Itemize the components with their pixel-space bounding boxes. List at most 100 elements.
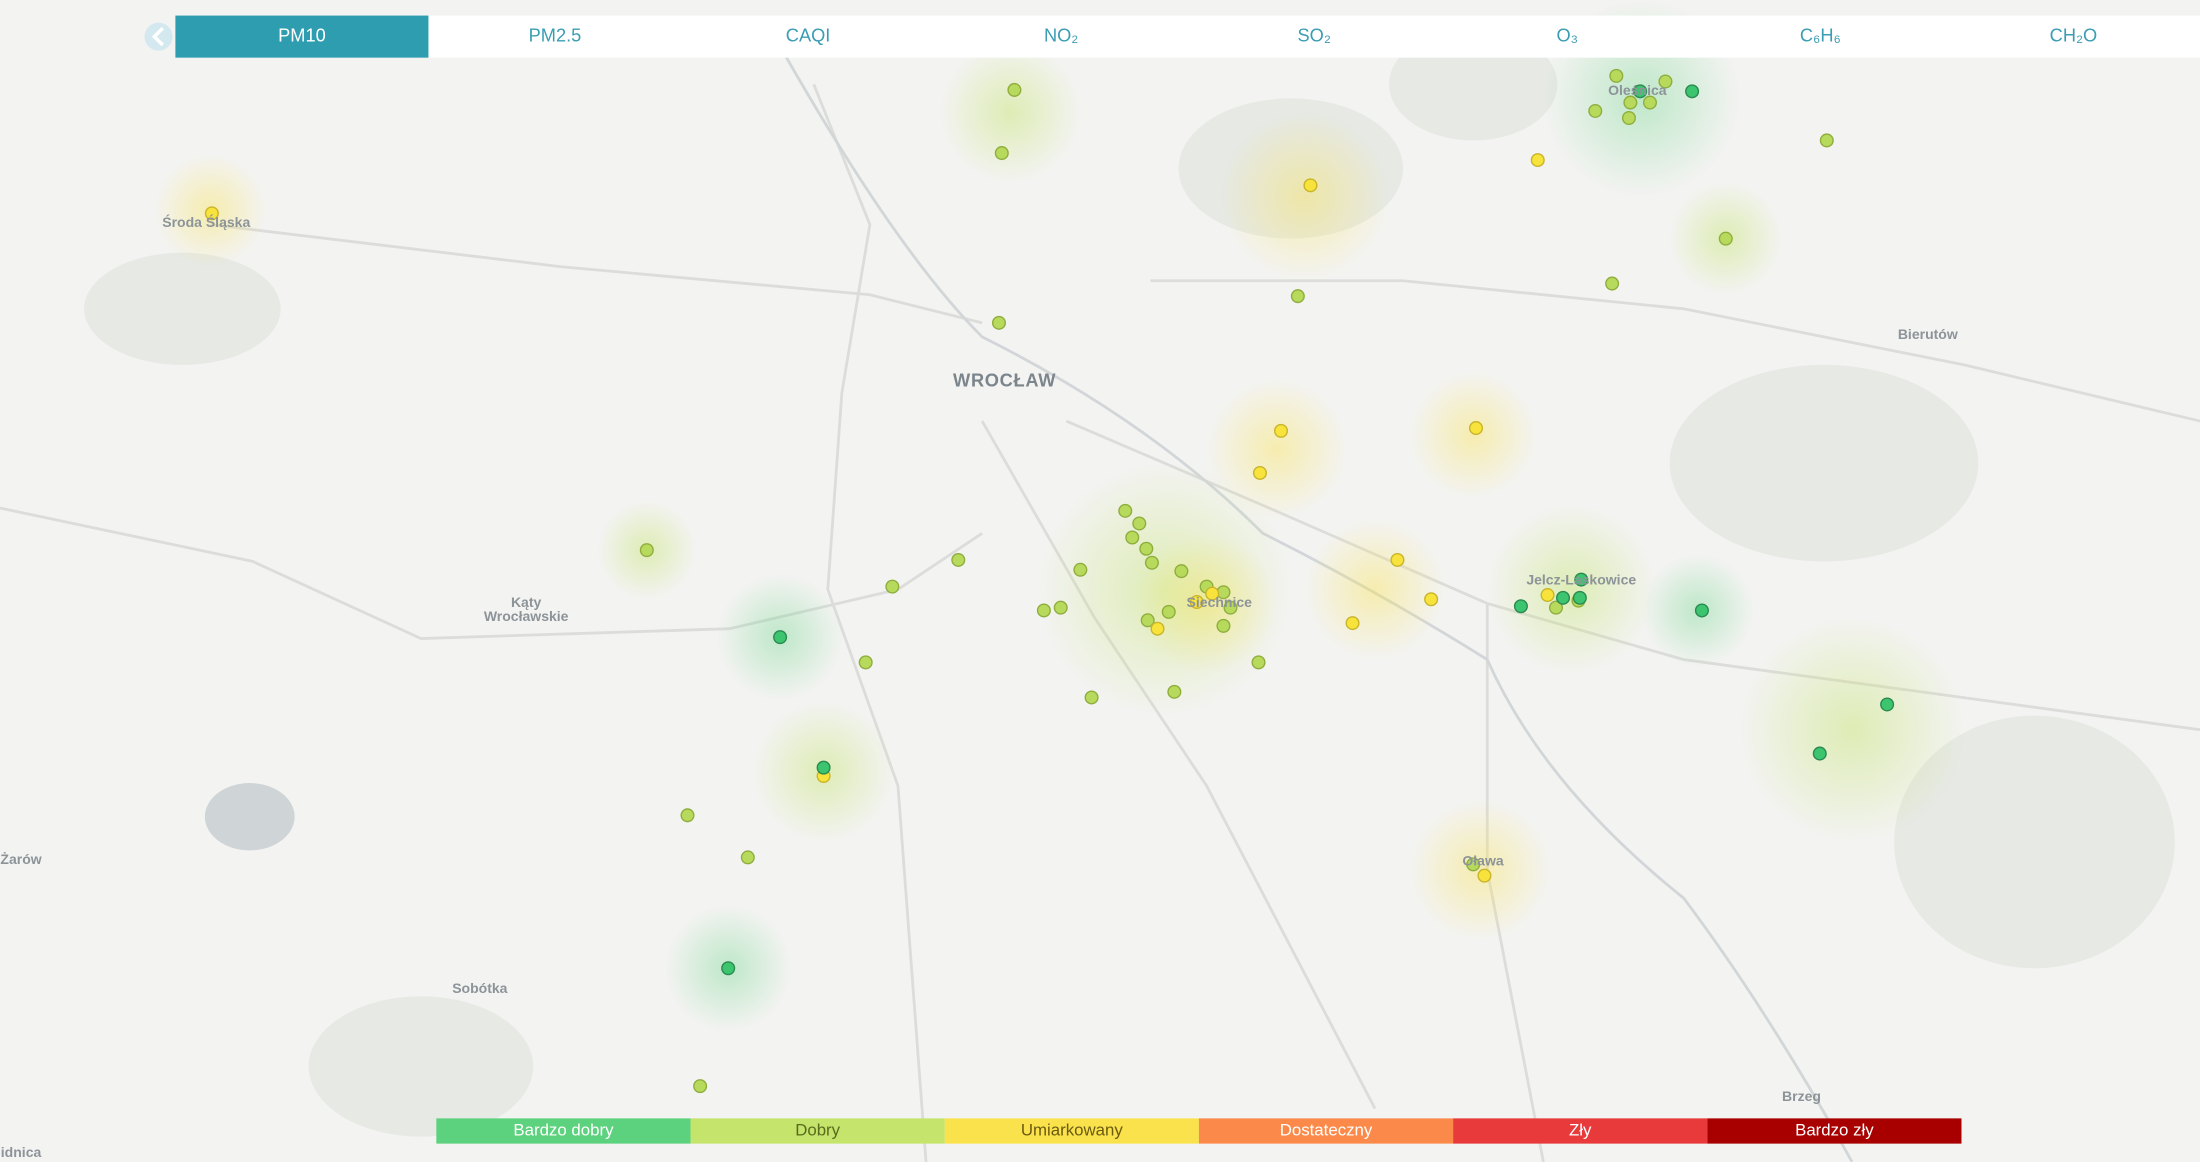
station-marker[interactable] [1189, 595, 1204, 610]
place-label: Kąty [511, 594, 542, 610]
legend-label: Umiarkowany [1021, 1120, 1124, 1139]
station-marker[interactable] [773, 630, 788, 645]
station-marker[interactable] [1036, 603, 1051, 618]
station-marker[interactable] [1073, 562, 1088, 577]
station-marker[interactable] [1623, 95, 1638, 110]
place-label: Wrocławskie [484, 608, 569, 624]
legend-swatch [1453, 1118, 1708, 1144]
legend-label: Dostateczny [1280, 1120, 1373, 1139]
station-marker[interactable] [740, 850, 755, 865]
tab[interactable]: O₃ [1557, 24, 1579, 45]
station-marker[interactable] [1251, 655, 1266, 670]
station-marker[interactable] [1469, 421, 1484, 436]
station-marker[interactable] [1605, 276, 1620, 291]
station-marker[interactable] [1118, 503, 1133, 518]
station-marker[interactable] [1007, 82, 1022, 97]
station-marker[interactable] [1588, 103, 1603, 118]
legend-label: Bardzo dobry [513, 1120, 614, 1139]
tab[interactable]: NO₂ [1044, 24, 1078, 45]
back-arrow[interactable] [151, 26, 164, 47]
station-marker[interactable] [816, 760, 831, 775]
station-marker[interactable] [1216, 618, 1231, 633]
station-marker[interactable] [1144, 555, 1159, 570]
station-marker[interactable] [1252, 465, 1267, 480]
station-marker[interactable] [1513, 599, 1528, 614]
legend-label: Zły [1569, 1120, 1592, 1139]
legend-swatch [944, 1118, 1199, 1144]
back-button[interactable] [144, 22, 173, 51]
station-marker[interactable] [885, 579, 900, 594]
station-marker[interactable] [1132, 516, 1147, 531]
station-marker[interactable] [639, 543, 654, 558]
station-marker[interactable] [1084, 690, 1099, 705]
station-marker[interactable] [693, 1079, 708, 1094]
place-label: Brzeg [1782, 1088, 1821, 1104]
station-marker[interactable] [1303, 178, 1318, 193]
station-marker[interactable] [1609, 68, 1624, 83]
place-label: Siechnice [1187, 594, 1253, 610]
legend-label: Dobry [795, 1120, 840, 1139]
back-button-circle[interactable] [144, 22, 173, 51]
station-marker[interactable] [1540, 588, 1555, 603]
station-marker[interactable] [1125, 530, 1140, 545]
active-tab[interactable]: PM10 [278, 24, 326, 45]
station-marker[interactable] [1477, 868, 1492, 883]
station-marker[interactable] [1139, 541, 1154, 556]
station-marker[interactable] [1530, 153, 1545, 168]
station-marker[interactable] [1140, 613, 1155, 628]
tab[interactable]: C₆H₆ [1800, 24, 1841, 45]
place-label: Żarów [0, 851, 41, 867]
station-marker[interactable] [1572, 590, 1587, 605]
station-marker[interactable] [994, 146, 1009, 161]
station-marker[interactable] [951, 552, 966, 567]
station-marker[interactable] [1694, 603, 1709, 618]
heat-blob [1304, 519, 1446, 660]
station-marker[interactable] [1633, 84, 1648, 99]
heat-blob [1487, 505, 1656, 674]
station-marker[interactable] [858, 655, 873, 670]
station-marker[interactable] [1718, 231, 1733, 246]
active-tab-background[interactable] [175, 15, 429, 58]
station-marker[interactable] [1345, 616, 1360, 631]
station-marker[interactable] [1880, 697, 1895, 712]
station-marker[interactable] [1205, 586, 1220, 601]
tab[interactable]: SO₂ [1298, 24, 1331, 45]
station-marker[interactable] [680, 808, 695, 823]
station-marker[interactable] [1273, 423, 1289, 438]
station-marker[interactable] [1223, 600, 1238, 615]
tab[interactable]: CH₂O [2050, 24, 2098, 45]
station-marker[interactable] [1812, 746, 1827, 761]
tab[interactable]: PM2.5 [529, 24, 582, 45]
station-marker[interactable] [1150, 621, 1165, 636]
lake [204, 783, 295, 851]
station-marker[interactable] [1555, 590, 1571, 605]
station-marker[interactable] [1548, 600, 1564, 615]
station-marker[interactable] [1174, 564, 1189, 579]
legend: Bardzo dobry Dobry Umiarkowany Dostateczny Z… [436, 1118, 1962, 1144]
station-marker[interactable] [204, 206, 219, 221]
station-marker[interactable] [1642, 95, 1658, 110]
tab-bar [175, 15, 2200, 58]
station-marker[interactable] [721, 961, 736, 976]
station-marker[interactable] [1685, 84, 1700, 99]
station-marker[interactable] [1390, 552, 1405, 567]
place-label: Jelcz-Laskowice [1526, 572, 1636, 588]
station-marker[interactable] [1819, 133, 1834, 148]
station-marker[interactable] [1574, 572, 1589, 587]
tab[interactable]: CAQI [786, 24, 831, 45]
station-marker[interactable] [1053, 600, 1068, 615]
station-marker[interactable] [1466, 857, 1481, 872]
heat-blob [940, 42, 1081, 183]
station-marker[interactable] [991, 315, 1006, 330]
station-marker[interactable] [1621, 110, 1636, 126]
station-marker[interactable] [1290, 289, 1305, 304]
heat-blob [1739, 617, 1965, 842]
station-marker[interactable] [1658, 74, 1673, 89]
tabs: PM10 PM2.5 CAQI NO₂ SO₂ O₃ C₆H₆ CH₂O [175, 15, 2098, 58]
station-marker[interactable] [1424, 592, 1439, 607]
station-marker[interactable] [1161, 604, 1176, 619]
station-marker[interactable] [1167, 684, 1182, 699]
